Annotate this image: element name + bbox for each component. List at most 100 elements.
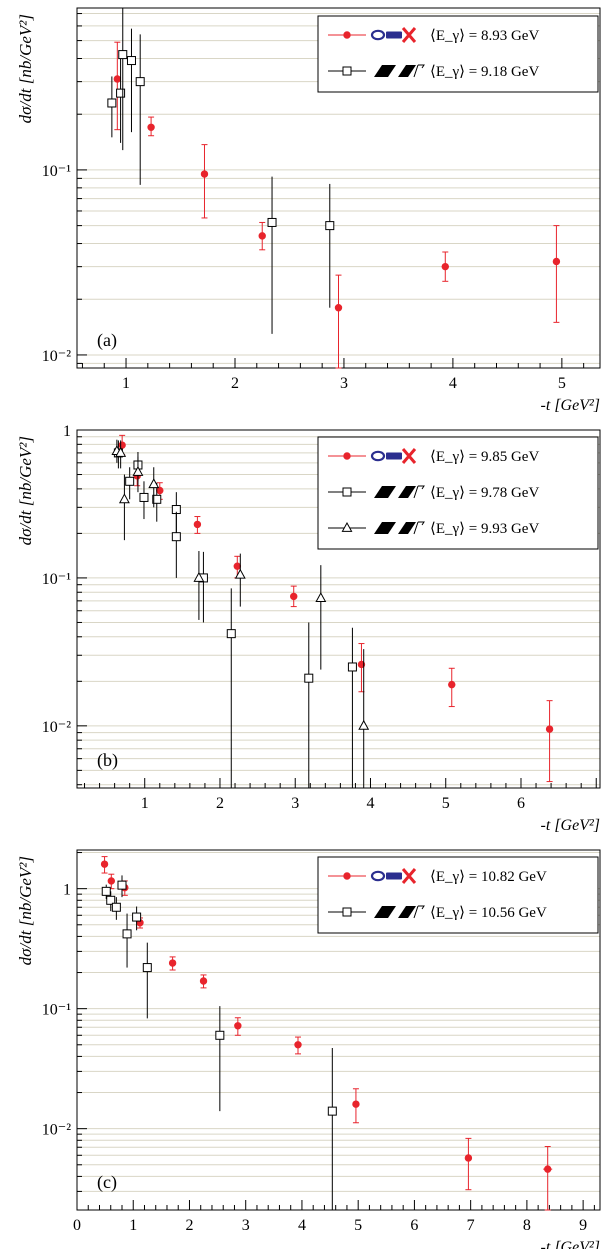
legend-marker (342, 907, 352, 917)
x-tick-label: 2 (231, 375, 239, 392)
y-tick-label: 1 (63, 423, 71, 440)
data-point (193, 571, 205, 582)
data-point (327, 1106, 337, 1116)
legend-box (317, 15, 599, 93)
x-tick-label: 3 (340, 375, 348, 392)
data-point (107, 877, 116, 885)
data-point (193, 520, 202, 529)
logo-007 (374, 485, 425, 499)
x-axis-title: -t [GeV²] (541, 397, 600, 414)
x-tick-label: 1 (122, 375, 130, 392)
gluex-logo-block (386, 31, 402, 39)
x-tick-label: 7 (467, 1217, 475, 1234)
data-point (543, 1165, 552, 1173)
data-point (100, 860, 109, 868)
y-tick-label: 10⁻¹ (42, 163, 71, 180)
logo-007-mark-a (374, 65, 396, 77)
data-point (148, 478, 160, 489)
data-point (132, 465, 144, 476)
legend-label: ⟨E_γ⟩ = 9.93 GeV (430, 521, 539, 537)
data-point (139, 492, 149, 502)
legend-entry: ⟨E_γ⟩ = 9.85 GeV (328, 448, 539, 465)
x-axis-title: -t [GeV²] (541, 1239, 600, 1249)
data-point (101, 886, 111, 896)
data-point (334, 304, 343, 312)
data-point (118, 441, 126, 449)
data-point (267, 217, 277, 227)
x-tick-label: 2 (216, 795, 224, 812)
x-tick-label: 5 (354, 1217, 362, 1234)
logo-007-mark-b (398, 65, 416, 77)
chart-panel: 1 2 3 4 5 10⁻² 10⁻¹ -t [GeV²] dσ/dt [nb/GeV²] (a)… (16, 7, 601, 414)
chart-panel: 0 1 2 3 4 5 6 7 8 9 10⁻² 10⁻¹ 1 -t [GeV²] dσ/dt [nb/Ge… (16, 849, 601, 1249)
x-tick-label: 4 (298, 1217, 306, 1234)
x-tick-label: 5 (558, 375, 566, 392)
data-point (118, 493, 130, 504)
data-point (215, 1030, 225, 1040)
data-point (147, 123, 155, 131)
legend-box (317, 856, 599, 934)
y-axis-title: dσ/dt [nb/GeV²] (16, 856, 35, 965)
legend-entry: ⟨E_γ⟩ = 9.78 GeV (328, 485, 539, 501)
logo-007-mark-a (374, 486, 396, 498)
data-series (111, 439, 370, 788)
x-tick-label: 1 (129, 1217, 137, 1234)
gluex-logo-x (401, 448, 417, 464)
legend-label: ⟨E_γ⟩ = 9.18 GeV (430, 64, 539, 80)
legend-marker (343, 872, 351, 880)
data-point (135, 77, 145, 87)
chart-panel: 1 2 3 4 5 6 10⁻² 10⁻¹ 1 -t [GeV²] dσ/dt [nb/GeV²] (… (16, 423, 601, 834)
data-point (315, 592, 327, 603)
data-point (358, 719, 370, 730)
plot-frame (76, 849, 601, 1211)
data-point (117, 880, 127, 890)
x-tick-label: 8 (523, 1217, 531, 1234)
legend-entry: ⟨E_γ⟩ = 8.93 GeV (328, 27, 539, 44)
legend: ⟨E_γ⟩ = 10.82 GeV ⟨E_γ⟩ = 10.56 GeV (317, 856, 599, 934)
logo-007-mark-a (374, 522, 396, 534)
logo-007-mark-c (413, 485, 425, 499)
logo-007-mark-a (374, 906, 396, 918)
data-point (168, 959, 177, 967)
y-tick-label: 10⁻² (42, 719, 71, 736)
legend: ⟨E_γ⟩ = 8.93 GeV ⟨E_γ⟩ = 9.18 GeV (317, 15, 599, 93)
y-tick-label: 10⁻¹ (42, 571, 71, 588)
legend-entry: ⟨E_γ⟩ = 10.82 GeV (328, 868, 547, 885)
data-point (357, 660, 366, 669)
legend-marker (341, 521, 353, 532)
legend-marker (342, 66, 352, 76)
data-point (294, 1041, 302, 1049)
logo-007-mark-c (413, 905, 425, 919)
logo-007-mark-b (398, 522, 416, 534)
data-point (233, 562, 241, 570)
gluex-logo-ring (370, 450, 386, 462)
legend-entry: ⟨E_γ⟩ = 10.56 GeV (328, 905, 547, 921)
data-point (545, 725, 554, 733)
data-point (171, 532, 181, 542)
legend-marker (343, 31, 351, 39)
data-point (199, 977, 208, 985)
data-point (116, 88, 126, 98)
logo-007 (374, 64, 425, 78)
x-tick-label: 4 (366, 795, 374, 812)
data-point (115, 446, 127, 457)
data-series (107, 8, 335, 334)
gluex-logo-ring (370, 870, 386, 882)
data-point (234, 568, 246, 579)
data-point (106, 895, 116, 905)
logo-007 (374, 905, 425, 919)
y-tick-label: 10⁻¹ (42, 1002, 71, 1019)
legend: ⟨E_γ⟩ = 9.85 GeV ⟨E_γ⟩ = 9.78 GeV ⟨E_γ⟩ = … (317, 436, 599, 550)
data-point (234, 1022, 242, 1030)
data-series (100, 856, 553, 1211)
x-axis-title: -t [GeV²] (541, 817, 600, 834)
x-tick-label: 2 (185, 1217, 193, 1234)
y-axis-title: dσ/dt [nb/GeV²] (16, 14, 35, 123)
data-point (290, 592, 298, 601)
data-point (132, 912, 142, 922)
data-point (347, 662, 357, 672)
data-point (111, 902, 121, 912)
data-point (325, 221, 335, 231)
logo-007-mark-b (398, 906, 416, 918)
